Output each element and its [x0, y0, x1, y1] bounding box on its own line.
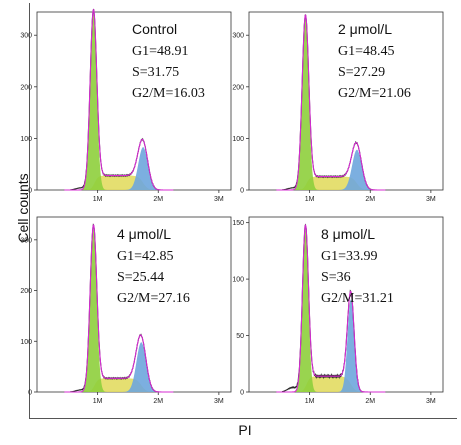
y-tick-label: 100: [232, 277, 244, 284]
model-fit-line: [276, 224, 386, 393]
x-axis-label: PI: [238, 422, 252, 438]
x-tick-label: 2M: [365, 196, 375, 203]
phase-stat-label: G1=48.91: [132, 44, 189, 59]
y-tick-label: 300: [20, 33, 32, 40]
phase-stat-label: S=31.75: [132, 65, 179, 80]
y-tick-label: 200: [232, 84, 244, 91]
y-tick-label: 100: [232, 136, 244, 143]
y-tick-label: 0: [240, 188, 244, 195]
s-phase-area: [64, 378, 174, 392]
phase-stat-label: G2/M=16.03: [132, 86, 205, 101]
g1-area: [64, 229, 174, 392]
y-tick-label: 300: [232, 33, 244, 40]
phase-stat-label: G1=42.85: [117, 249, 174, 264]
model-fit-line: [64, 8, 174, 191]
x-tick-label: 3M: [426, 398, 436, 405]
s-phase-area: [64, 175, 174, 190]
phase-stat-label: G2/M=21.06: [338, 86, 411, 101]
panel-title: 8 μmol/L: [321, 226, 375, 242]
x-tick-label: 1M: [93, 196, 103, 203]
x-tick-label: 2M: [365, 398, 375, 405]
x-tick-label: 3M: [214, 196, 224, 203]
panel-title: 2 μmol/L: [338, 21, 392, 37]
x-tick-label: 1M: [305, 196, 315, 203]
phase-stat-label: G2/M=31.21: [321, 291, 394, 306]
figure-frame: [29, 3, 457, 419]
data-histogram-line: [276, 14, 386, 191]
y-tick-label: 0: [240, 390, 244, 397]
g2m-area: [64, 147, 174, 190]
phase-stat-label: S=36: [321, 270, 351, 285]
x-tick-label: 3M: [426, 196, 436, 203]
plot-frame: [36, 11, 232, 191]
histogram-panel: 0 100 200 300 1M 2M 3M 2 μmol/L G1=48.45 S=27.29 G…: [232, 11, 444, 203]
x-tick-label: 2M: [153, 398, 163, 405]
y-tick-label: 300: [20, 237, 32, 244]
histogram-panel: 0 100 200 300 1M 2M 3M 4 μmol/L G1=42.85 S=25.44 G…: [20, 216, 232, 405]
s-phase-area: [276, 376, 386, 392]
y-tick-label: 200: [20, 288, 32, 295]
panel-title: Control: [132, 21, 177, 37]
model-fit-line: [64, 224, 174, 393]
x-tick-label: 1M: [305, 398, 315, 405]
g2m-area: [64, 342, 174, 392]
y-tick-label: 150: [232, 220, 244, 227]
y-tick-label: 100: [20, 339, 32, 346]
phase-stat-label: G1=33.99: [321, 249, 378, 264]
histogram-panel: 0 100 200 300 1M 2M 3M Control G1=48.91 S=31.75 G2…: [20, 8, 232, 203]
histogram-panel: 0 50 100 150 1M 2M 3M 8 μmol/L G1=33.99 S=36 G2/M=…: [232, 216, 444, 405]
plot-frame: [248, 11, 444, 191]
g1-area: [276, 19, 386, 191]
phase-stat-label: G1=48.45: [338, 44, 395, 59]
x-tick-label: 3M: [214, 398, 224, 405]
phase-stat-label: S=25.44: [117, 270, 164, 285]
y-tick-label: 50: [236, 333, 244, 340]
y-tick-label: 0: [28, 390, 32, 397]
phase-stat-label: S=27.29: [338, 65, 385, 80]
phase-stat-label: G2/M=27.16: [117, 291, 190, 306]
model-fit-line: [276, 14, 386, 191]
y-tick-label: 0: [28, 188, 32, 195]
y-tick-label: 200: [20, 84, 32, 91]
x-tick-label: 2M: [153, 196, 163, 203]
g1-area: [64, 14, 174, 191]
panel-title: 4 μmol/L: [117, 226, 171, 242]
y-tick-label: 100: [20, 136, 32, 143]
g2m-area: [276, 149, 386, 190]
x-tick-label: 1M: [93, 398, 103, 405]
